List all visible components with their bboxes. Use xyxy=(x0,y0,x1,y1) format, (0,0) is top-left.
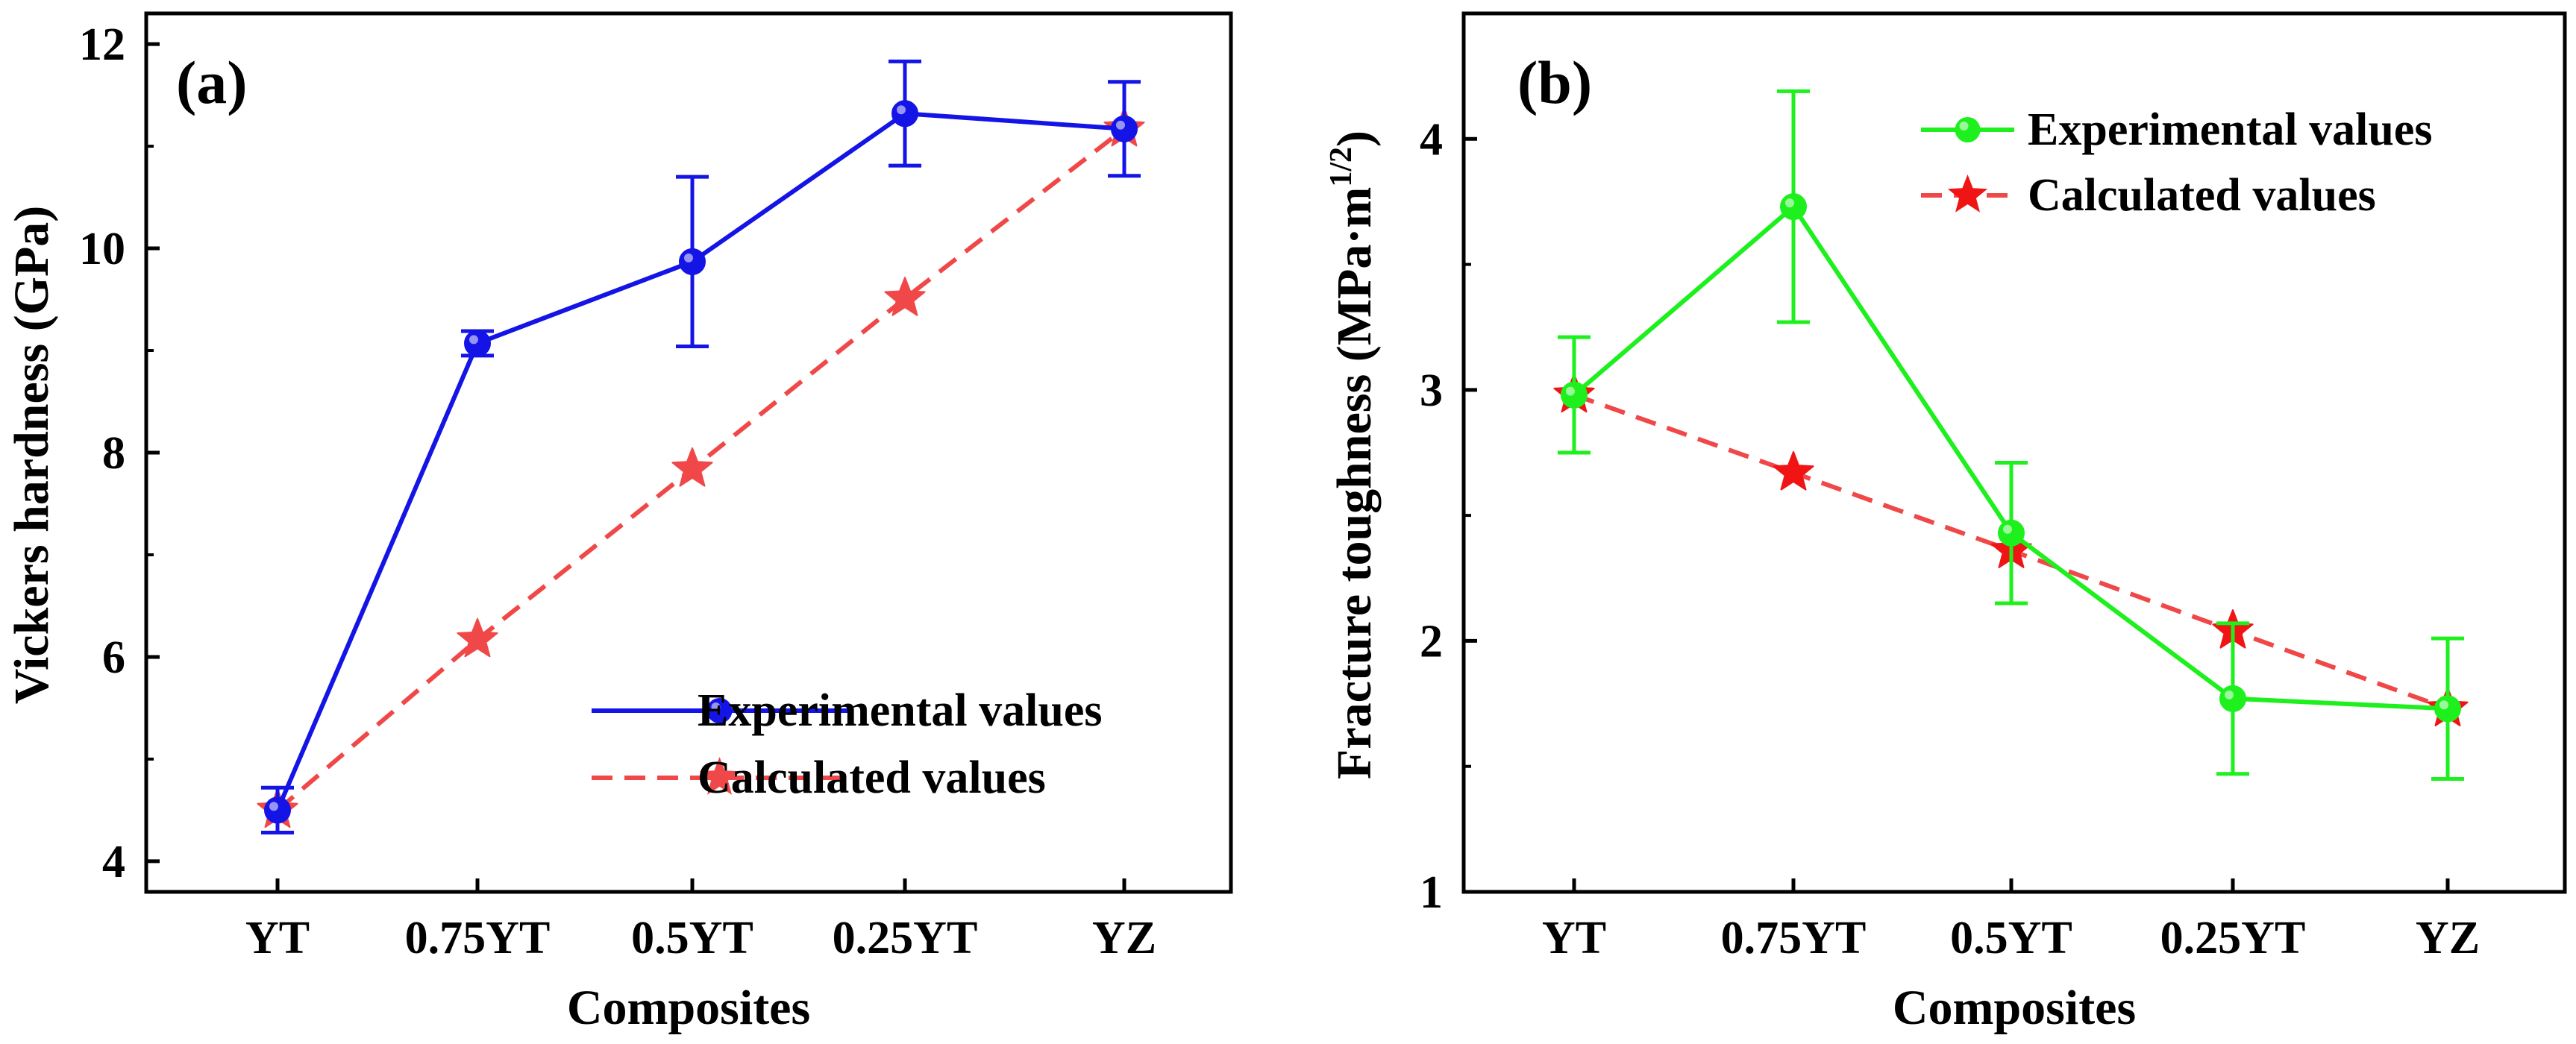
data-point-highlight xyxy=(269,802,278,811)
data-point-circle xyxy=(2434,695,2461,723)
x-tick-label: 0.25YT xyxy=(833,913,978,963)
data-point-highlight xyxy=(684,253,693,262)
data-point-highlight xyxy=(1116,120,1125,130)
data-point-circle xyxy=(1998,519,2025,547)
y-tick-label: 8 xyxy=(102,428,125,479)
x-tick-label: YT xyxy=(1542,913,1606,963)
data-point-circle xyxy=(679,248,706,275)
y-tick-label: 10 xyxy=(79,224,125,274)
legend-swatch-highlight xyxy=(711,702,721,711)
x-tick-label: 0.75YT xyxy=(1721,913,1867,963)
data-point-circle xyxy=(2219,685,2246,712)
data-point-highlight xyxy=(2225,690,2234,699)
y-axis-title: Fracture toughness (MPa·m1/2) xyxy=(1324,130,1382,779)
plot-frame-a xyxy=(144,11,1233,894)
legend-label: Experimental values xyxy=(698,685,1102,736)
data-point-circle xyxy=(891,100,918,128)
legend-label: Experimental values xyxy=(2028,104,2432,155)
x-tick-label: YZ xyxy=(2416,913,2480,963)
y-axis-title-main: Fracture toughness (MPa·m xyxy=(1327,187,1382,779)
y-axis-title-main: Vickers hardness (GPa) xyxy=(4,206,59,705)
x-tick-label: 0.5YT xyxy=(631,913,753,963)
legend-b: Experimental values Calculated values xyxy=(1921,104,2432,221)
data-point-highlight xyxy=(1566,386,1575,396)
legend-a: Experimental values Calculated values xyxy=(592,685,1102,803)
chart-a-hardness: 4 6 8 10 12 YT 0.75YT 0.5YT 0.25YT YZ (a) Composite… xyxy=(4,11,1233,1035)
legend-label: Calculated values xyxy=(698,752,1046,803)
legend-label: Calculated values xyxy=(2028,170,2376,221)
x-tick-label: 0.25YT xyxy=(2160,913,2306,963)
y-tick-label: 12 xyxy=(79,19,125,70)
data-point-highlight xyxy=(2439,700,2448,710)
x-tick-label: YZ xyxy=(1092,913,1156,963)
y-tick-label: 1 xyxy=(1420,867,1443,918)
data-point-circle xyxy=(264,796,291,824)
series-experimental-b xyxy=(1558,89,2464,782)
data-point-circle xyxy=(1780,193,1807,221)
series-line xyxy=(1573,204,2448,711)
data-point-star xyxy=(884,277,926,316)
data-point-star xyxy=(457,617,498,658)
legend-swatch-star xyxy=(1947,174,1988,213)
x-tick-label: YT xyxy=(245,913,310,963)
data-point-highlight xyxy=(897,105,906,115)
legend-swatch-circle xyxy=(1955,117,1981,142)
y-tick-label: 6 xyxy=(102,632,125,683)
data-point-star xyxy=(671,447,713,487)
y-axis-title-close: ) xyxy=(1327,130,1382,147)
y-tick-label: 4 xyxy=(102,837,125,887)
series-experimental-a xyxy=(261,59,1141,835)
data-point-highlight xyxy=(1785,198,1794,208)
panel-label: (a) xyxy=(176,48,248,116)
y-axis-title-superscript: 1/2 xyxy=(1324,147,1358,187)
y-tick-label: 4 xyxy=(1420,114,1443,165)
data-point-highlight xyxy=(2003,524,2012,534)
y-axis-title: Vickers hardness (GPa) xyxy=(4,206,59,705)
x-tick-label: 0.75YT xyxy=(405,913,551,963)
y-tick-label: 3 xyxy=(1420,365,1443,416)
data-point-circle xyxy=(1561,381,1588,409)
panel-label: (b) xyxy=(1517,48,1592,116)
x-axis-title: Composites xyxy=(567,981,810,1035)
data-point-star xyxy=(1773,450,1814,491)
chart-b-toughness: 1 2 3 4 YT 0.75YT 0.5YT 0.25YT YZ (b) Composites Fr… xyxy=(1324,11,2567,1035)
x-tick-label: 0.5YT xyxy=(1950,913,2072,963)
data-point-highlight xyxy=(469,335,478,345)
legend-swatch-highlight xyxy=(1959,122,1969,130)
y-tick-label: 2 xyxy=(1420,616,1443,667)
plot-frame-b xyxy=(1461,11,2567,894)
legend-swatch-star xyxy=(699,757,740,795)
x-axis-title: Composites xyxy=(1893,981,2136,1035)
data-point-circle xyxy=(1111,115,1138,142)
data-point-circle xyxy=(464,330,491,357)
